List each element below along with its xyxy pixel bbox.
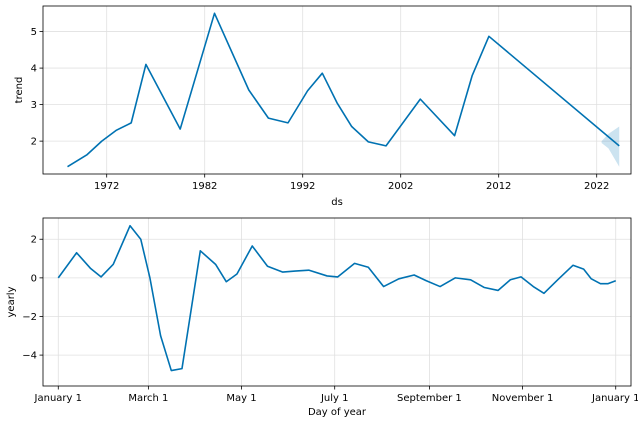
- x-tick-label: November 1: [492, 393, 554, 404]
- x-tick-label: March 1: [128, 393, 168, 404]
- yearly-panel: January 1 March 1 May 1 July 1 September 1 No…: [6, 217, 638, 418]
- y-tick-label: 5: [31, 27, 37, 38]
- y-tick-label: −4: [22, 351, 37, 362]
- y-axis-label: yearly: [6, 286, 17, 317]
- series-line: [57, 224, 617, 372]
- plot-frame: [42, 217, 632, 387]
- series-line: [67, 12, 620, 168]
- plot-frame: [42, 5, 632, 175]
- y-tick-label: 3: [31, 100, 37, 111]
- x-tick-label: 2002: [388, 181, 413, 192]
- x-tick-label: 1972: [94, 181, 119, 192]
- x-tick-label: 1992: [290, 181, 315, 192]
- x-tick-label: January 1: [591, 393, 638, 404]
- y-tick-label: 2: [31, 137, 37, 148]
- x-tick-label: May 1: [226, 393, 256, 404]
- uncertainty-band: [601, 126, 620, 167]
- x-axis-label: Day of year: [308, 407, 367, 418]
- x-tick-label: January 1: [34, 393, 82, 404]
- y-tick-label: −2: [22, 312, 37, 323]
- y-tick-label: 2: [31, 235, 37, 246]
- x-tick-label: 2012: [486, 181, 511, 192]
- x-axis-label: ds: [331, 197, 343, 208]
- y-tick-label: 4: [31, 64, 37, 75]
- x-tick-label: 1982: [192, 181, 217, 192]
- y-axis-label: trend: [14, 77, 25, 104]
- x-tick-label: July 1: [320, 393, 349, 404]
- x-tick-label: September 1: [397, 393, 462, 404]
- y-tick-label: 0: [31, 273, 37, 284]
- x-tick-label: 2022: [584, 181, 609, 192]
- trend-panel: 1972 1982 1992 2002 2012 2022 2 3 4 5 ds trend: [14, 5, 632, 208]
